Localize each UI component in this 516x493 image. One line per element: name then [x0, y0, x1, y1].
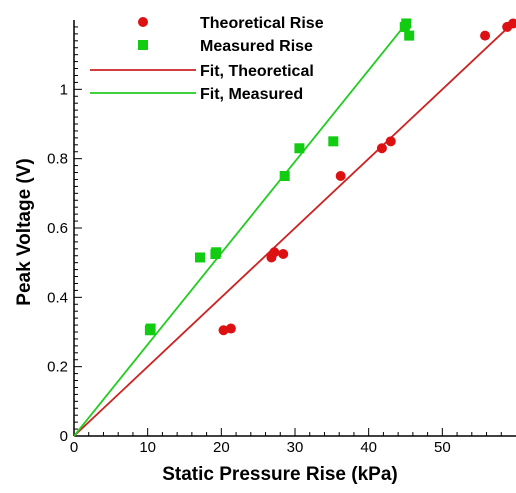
data-points: [144, 18, 516, 336]
x-tick-label: 10: [139, 439, 156, 456]
theoretical-point: [480, 30, 491, 41]
legend: Theoretical Rise Measured Rise Fit, Theore…: [90, 15, 324, 103]
theoretical-point: [269, 247, 280, 258]
theoretical-point: [508, 18, 516, 29]
y-axis-title: Peak Voltage (V): [14, 158, 35, 305]
measured-point: [194, 252, 205, 263]
y-tick-label: 0.6: [47, 220, 68, 237]
x-axis-title: Static Pressure Rise (kPa): [162, 464, 398, 485]
x-tick-label: 50: [434, 439, 451, 456]
x-tick-label: 0: [70, 439, 78, 456]
measured-point: [294, 143, 305, 154]
y-tick-label: 0.2: [47, 359, 68, 376]
theoretical-point: [278, 249, 289, 259]
x-tick-label: 20: [213, 439, 230, 456]
theoretical-point: [376, 143, 387, 154]
fit-line: [74, 20, 516, 437]
measured-point: [404, 30, 415, 41]
measured-point: [328, 136, 339, 147]
measured-point: [279, 171, 290, 181]
theoretical-point: [385, 136, 396, 147]
measured-point: [145, 323, 156, 334]
x-tick-label: 40: [360, 439, 377, 456]
legend-marker-theoretical: [138, 17, 148, 27]
legend-label: Theoretical Rise: [200, 15, 324, 32]
legend-marker-measured: [138, 40, 148, 50]
legend-label: Fit, Measured: [200, 86, 303, 103]
theoretical-point: [335, 171, 346, 181]
measured-point: [401, 18, 412, 29]
y-tick-label: 0.8: [47, 151, 68, 168]
ticks: 0 10 20 30 40 50 0 0.2 0.4 0.6 0.8 1: [47, 26, 502, 456]
theoretical-point: [225, 323, 236, 334]
fit-lines: [74, 20, 516, 437]
y-tick-label: 1: [60, 81, 68, 98]
y-tick-label: 0: [60, 428, 68, 445]
legend-label: Fit, Theoretical: [200, 63, 314, 80]
measured-point: [211, 247, 222, 258]
legend-label: Measured Rise: [200, 38, 313, 55]
x-tick-label: 30: [287, 439, 304, 456]
y-tick-label: 0.4: [47, 289, 68, 306]
fit-line: [74, 22, 407, 437]
